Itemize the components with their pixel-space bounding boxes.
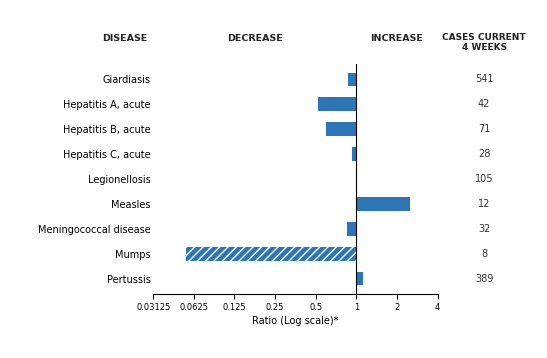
Text: 389: 389 [475,274,493,284]
Bar [352,147,356,161]
Text: 12: 12 [478,199,490,209]
Bar [356,172,358,186]
Bar [187,247,356,261]
Bar [356,272,363,285]
Bar [327,122,356,136]
Text: DECREASE: DECREASE [227,34,283,43]
Text: 42: 42 [478,99,490,109]
X-axis label: Ratio (Log scale)*: Ratio (Log scale)* [252,316,339,326]
Text: 8: 8 [481,249,487,259]
Text: 541: 541 [475,74,493,84]
Bar [318,97,356,111]
Bar [347,222,356,236]
Text: CASES CURRENT
4 WEEKS: CASES CURRENT 4 WEEKS [443,33,526,52]
Text: INCREASE: INCREASE [370,34,423,43]
Text: 32: 32 [478,224,490,234]
Text: 28: 28 [478,149,490,159]
Bar [348,73,356,86]
Text: DISEASE: DISEASE [102,34,148,43]
Text: 71: 71 [478,124,490,134]
Text: 105: 105 [475,174,493,184]
Bar [356,197,410,211]
